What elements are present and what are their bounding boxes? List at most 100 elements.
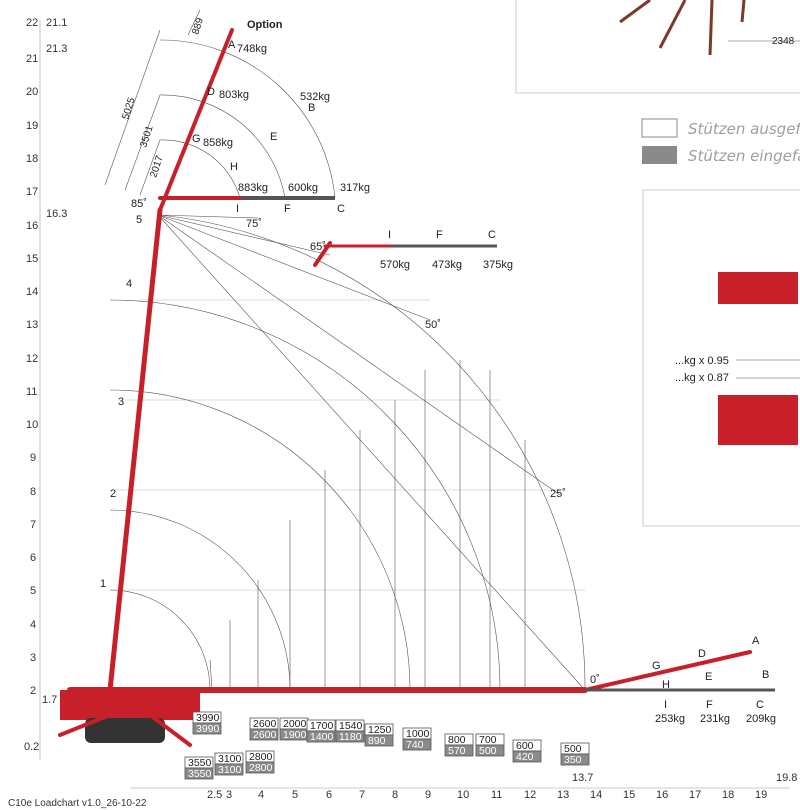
section-mark: 4 <box>126 278 132 290</box>
point-label: I <box>664 699 667 711</box>
point-label: G <box>192 133 201 145</box>
outrigger-inset-lower: ...kg x 0.95 ...kg x 0.87 <box>642 189 800 527</box>
x-axis-ticks: 2.5 3 4 5 6 7 8 9 10 11 12 13 14 15 16 1… <box>207 772 797 801</box>
capacity-retracted: 890 <box>368 735 386 747</box>
dim-label: 3501 <box>138 124 155 149</box>
capacity-extended: 500 <box>564 743 582 755</box>
capacity-retracted: 740 <box>406 739 424 751</box>
capacity-retracted: 2600 <box>253 729 277 741</box>
capacity-retracted: 3100 <box>218 764 242 776</box>
dim-label: 2017 <box>148 154 165 179</box>
y-tick: 5 <box>30 585 36 597</box>
capacity-retracted: 1900 <box>283 729 307 741</box>
y-tick: 8 <box>30 486 36 498</box>
capacity-extended: 1000 <box>406 728 430 740</box>
x-tick: 17 <box>689 789 701 801</box>
x-tick: 2.5 <box>207 789 222 801</box>
jib-dimensions: 889 5025 3501 2017 <box>104 9 206 196</box>
capacity-extended: 1700 <box>310 720 334 732</box>
y-tick: 10 <box>26 419 38 431</box>
inset-dimension: 2348 <box>772 36 795 47</box>
x-tick: 6 <box>326 789 332 801</box>
section-mark: 5 <box>136 214 142 226</box>
load-label: 375kg <box>483 259 513 271</box>
x-tick: 8 <box>392 789 398 801</box>
y-tick: 7 <box>30 519 36 531</box>
capacity-extended: 700 <box>479 734 497 746</box>
capacity-extended: 2600 <box>253 718 277 730</box>
x-tick: 19 <box>755 789 767 801</box>
main-boom <box>107 207 163 693</box>
x-tick: 5 <box>292 789 298 801</box>
mid-jib-labels: I F C 570kg 473kg 375kg <box>380 229 513 271</box>
y-tick: 18 <box>26 153 38 165</box>
low-jib-labels: A D G B E H I F C 253kg 231kg 209kg <box>652 635 776 725</box>
capacity-retracted: 3990 <box>196 723 220 735</box>
upper-jib <box>158 28 234 212</box>
legend: Stützen ausgefa Stützen eingefal <box>641 118 800 165</box>
load-label: 473kg <box>432 259 462 271</box>
section-mark: 3 <box>118 396 124 408</box>
point-label: I <box>388 229 391 241</box>
y-tick: 11 <box>26 386 37 398</box>
angle-label: 50˚ <box>425 319 441 331</box>
section-mark: 1 <box>100 578 106 590</box>
capacity-extended: 800 <box>448 734 466 746</box>
jib-arc <box>159 39 336 199</box>
capacity-extended: 1540 <box>339 720 363 732</box>
x-tick: 12 <box>524 789 536 801</box>
load-label: 858kg <box>203 137 233 149</box>
legend-label-extended: Stützen ausgefa <box>688 120 800 138</box>
legend-swatch-extended <box>641 118 678 138</box>
y-extra: 0.2 <box>24 741 39 753</box>
point-label: D <box>207 86 215 98</box>
load-label: 317kg <box>340 182 370 194</box>
y-tick: 9 <box>30 452 36 464</box>
capacity-retracted: 350 <box>564 754 582 766</box>
jib-arc <box>159 94 286 199</box>
angle-label: 65˚ <box>310 241 326 253</box>
dim-label: 889 <box>190 16 206 36</box>
y-extra: 21.1 <box>46 17 67 29</box>
point-label: C <box>488 229 496 241</box>
crawler-track <box>85 718 165 743</box>
y-tick: 22 <box>26 17 38 29</box>
point-label: F <box>284 203 291 215</box>
dim-label: 5025 <box>120 96 137 121</box>
point-label: E <box>705 671 712 683</box>
point-label: E <box>270 131 277 143</box>
capacity-retracted: 500 <box>479 745 497 757</box>
x-extra: 13.7 <box>572 772 593 784</box>
x-tick: 14 <box>590 789 602 801</box>
legend-swatch-retracted <box>642 146 677 164</box>
x-tick: 10 <box>457 789 469 801</box>
jib-arc <box>159 139 241 199</box>
capacity-extended: 3100 <box>218 753 242 765</box>
capacity-extended: 600 <box>516 740 534 752</box>
legend-label-retracted: Stützen eingefal <box>688 147 800 165</box>
y-tick: 3 <box>30 652 36 664</box>
x-tick: 16 <box>656 789 668 801</box>
point-label: A <box>752 635 760 647</box>
point-label: C <box>756 699 764 711</box>
load-label: 748kg <box>237 43 267 55</box>
capacity-extended: 3550 <box>188 757 212 769</box>
capacity-extended: 1250 <box>368 724 392 736</box>
y-tick: 6 <box>30 552 36 564</box>
x-extra: 19.8 <box>776 772 797 784</box>
x-tick: 11 <box>491 789 502 801</box>
y-tick: 2 <box>30 685 36 697</box>
y-tick: 16 <box>26 220 38 232</box>
capacity-retracted: 2800 <box>249 762 273 774</box>
angle-label: 25˚ <box>550 488 566 500</box>
option-label: Option <box>247 19 283 31</box>
low-jib-angled <box>583 650 752 692</box>
capacity-retracted: 3550 <box>188 768 212 780</box>
load-label: 209kg <box>746 713 776 725</box>
capacity-retracted: 1400 <box>310 731 334 743</box>
x-tick: 18 <box>722 789 734 801</box>
point-label: D <box>698 648 706 660</box>
x-tick: 9 <box>425 789 431 801</box>
y-extra: 1.7 <box>42 694 57 706</box>
